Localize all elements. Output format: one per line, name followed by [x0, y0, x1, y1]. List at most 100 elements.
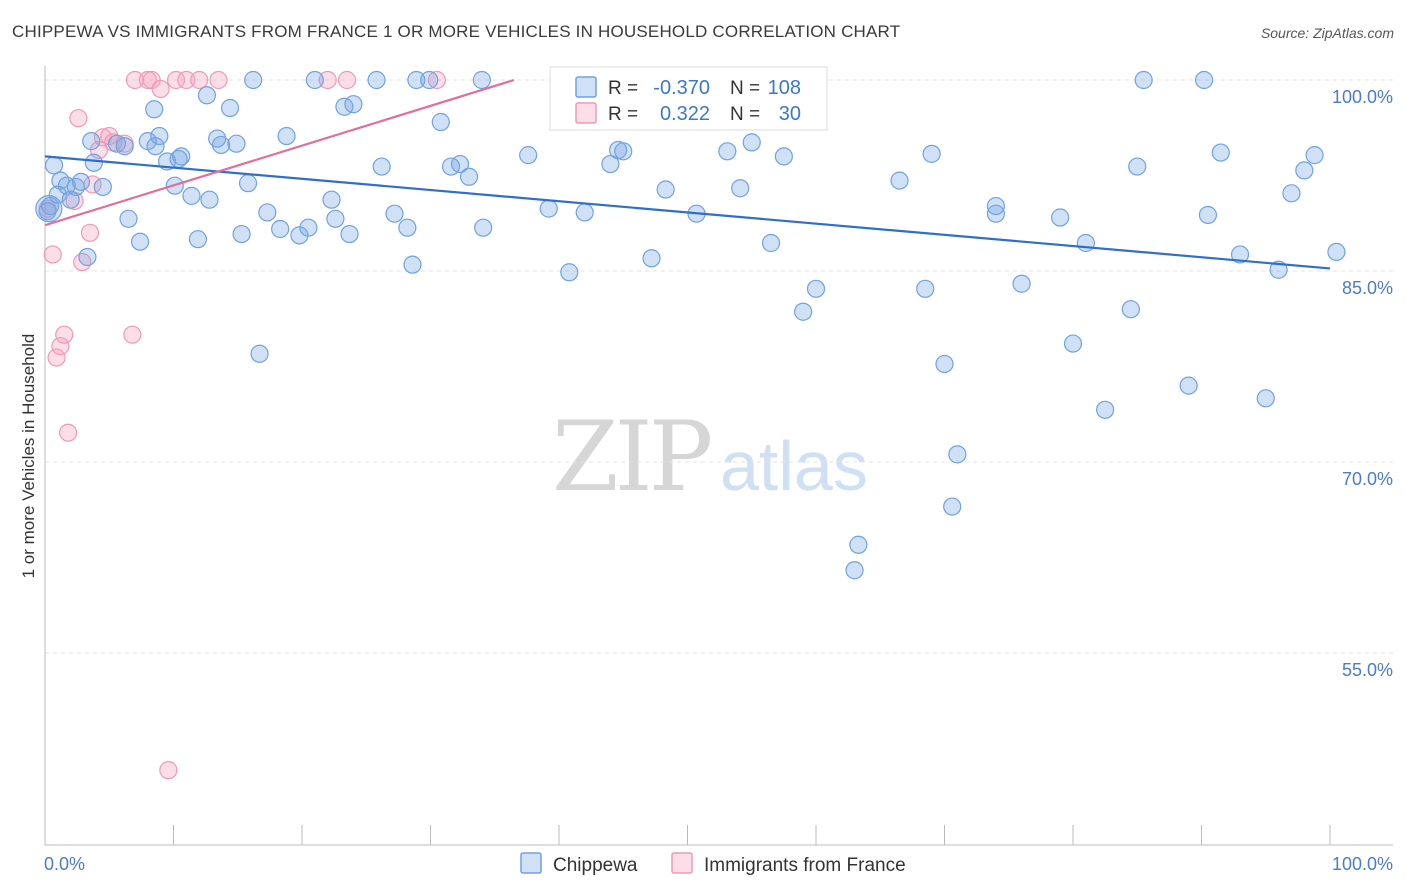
series-legend: Chippewa Immigrants from France [520, 852, 906, 876]
chippewa-point [1194, 70, 1214, 90]
france-point [73, 252, 92, 272]
chippewa-point [601, 154, 620, 174]
france-point [190, 70, 209, 90]
x-tick-label-max: 100.0% [1332, 854, 1393, 874]
chippewa-point [431, 112, 450, 132]
chippewa-point [232, 224, 251, 244]
chippewa-point [71, 172, 91, 191]
chippewa-point [642, 249, 661, 268]
france-point [55, 325, 74, 344]
chippewa-point [420, 70, 439, 90]
chippewa-point [539, 199, 558, 218]
chippewa-point [1327, 242, 1346, 261]
france-point [43, 245, 62, 264]
france-point [177, 70, 196, 90]
series-chippewa [35, 70, 1346, 580]
chippewa-point [197, 86, 217, 105]
chippewa-point [150, 126, 169, 146]
chippewa-point [1096, 400, 1115, 419]
france-point [166, 70, 186, 90]
chippewa-point [806, 279, 826, 298]
bottom-legend-swatch-chippewa [520, 852, 542, 874]
legend-n-label-2: N = [730, 104, 760, 125]
chippewa-point [986, 204, 1006, 223]
legend-r-value-chippewa: -0.370 [653, 77, 710, 99]
chippewa-point [890, 171, 909, 190]
bottom-legend-swatch-france [671, 852, 693, 874]
legend-r-value-france: 0.322 [660, 103, 710, 125]
y-tick-label: 100.0% [1332, 87, 1393, 107]
chippewa-point [227, 134, 246, 153]
watermark-atlas: atlas [720, 427, 868, 505]
chippewa-point [986, 196, 1006, 216]
bottom-legend-label-france: Immigrants from France [704, 855, 906, 876]
watermark-zip: ZIP [552, 401, 711, 513]
chippewa-point [326, 209, 345, 228]
chippewa-point [130, 232, 150, 251]
chippewa-point [277, 126, 296, 146]
france-point [337, 70, 357, 90]
chippewa-point [1076, 233, 1095, 253]
chippewa-point [344, 95, 363, 114]
correlation-legend: R = -0.370 N = 108 R = 0.322 N = 30 [549, 66, 828, 131]
legend-n-value-chippewa: 108 [768, 77, 801, 99]
chippewa-point [1211, 143, 1230, 162]
chippewa-point [44, 156, 64, 175]
france-point [51, 337, 70, 356]
chippewa-point [61, 190, 80, 209]
chippewa-point [372, 157, 391, 176]
chippewa-point [250, 344, 269, 363]
chippewa-point [200, 190, 219, 209]
chippewa-point [1179, 376, 1198, 395]
chippewa-point [943, 497, 962, 516]
y-tick-label: 85.0% [1342, 278, 1393, 298]
france-point [318, 70, 337, 90]
chippewa-point [474, 218, 493, 237]
gridlines [45, 79, 1393, 654]
chippewa-point [1134, 70, 1153, 90]
chippewa-point [1128, 157, 1147, 176]
chippewa-point [38, 202, 57, 221]
legend-swatch-france [575, 102, 597, 124]
chippewa-point [731, 179, 750, 198]
y-axis-label: 1 or more Vehicles in Household [19, 334, 38, 579]
chippewa-point [459, 167, 479, 186]
chippewa-point [935, 354, 954, 374]
chippewa-point [340, 224, 359, 244]
chippewa-point [84, 153, 103, 172]
chippewa-point [774, 147, 793, 166]
legend-r-label-2: R = [608, 104, 638, 125]
chippewa-point [1121, 300, 1140, 319]
chippewa-point [916, 279, 935, 298]
france-point [59, 423, 78, 442]
chippewa-point [385, 204, 404, 223]
y-tick-label: 55.0% [1342, 660, 1393, 680]
chippewa-point [115, 137, 134, 156]
chippewa-point [614, 142, 633, 161]
chippewa-point [1256, 389, 1275, 408]
france-point [138, 70, 157, 90]
chart-title: CHIPPEWA VS IMMIGRANTS FROM FRANCE 1 OR … [12, 22, 901, 41]
chippewa-point [305, 70, 324, 90]
chippewa-point [575, 203, 594, 222]
chippewa-point [188, 230, 208, 249]
watermark: ZIP atlas [552, 401, 868, 513]
y-tick-label: 70.0% [1342, 469, 1393, 489]
chippewa-point [1063, 334, 1083, 353]
legend-n-value-france: 30 [779, 103, 801, 125]
trend-line-immigrants-from-france [44, 78, 515, 227]
chippewa-point [761, 233, 781, 253]
chippewa-point [258, 203, 277, 222]
france-point [47, 348, 66, 367]
chippewa-point [1295, 161, 1314, 180]
chippewa-point [742, 133, 761, 152]
chippewa-point [407, 70, 426, 90]
france-point [151, 79, 170, 99]
france-point [427, 70, 447, 90]
x-tick-label-min: 0.0% [44, 854, 85, 874]
chippewa-point [299, 218, 318, 237]
chippewa-point [145, 100, 164, 119]
chippewa-point [182, 186, 201, 205]
chippewa-point [220, 98, 240, 118]
chippewa-point [1230, 245, 1250, 264]
